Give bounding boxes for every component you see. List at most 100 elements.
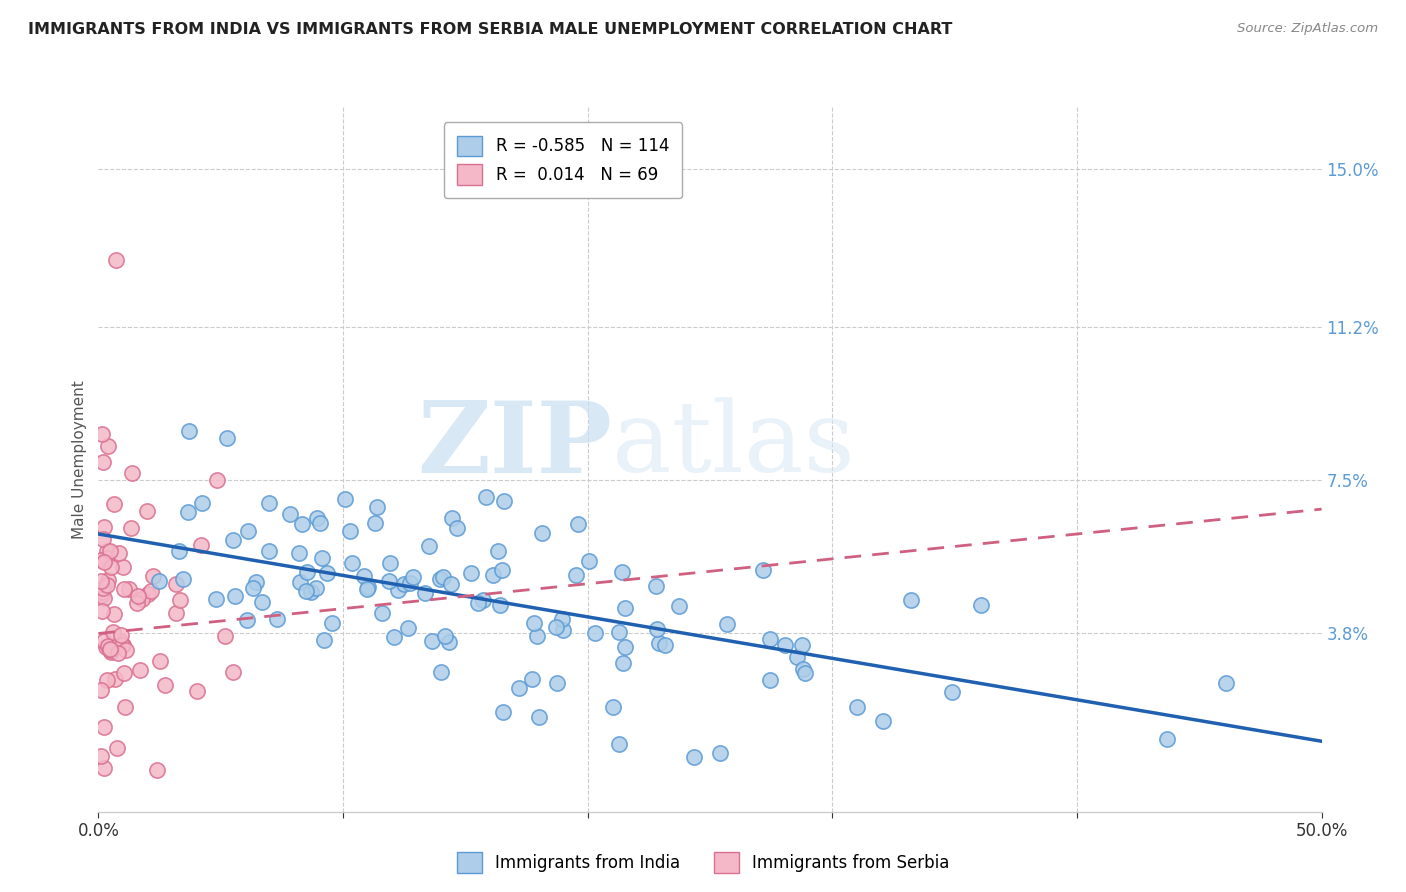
Point — [98, 544, 121, 558]
Point — [91, 427, 114, 442]
Point — [90, 588, 112, 602]
Point — [353, 569, 375, 583]
Point — [522, 616, 544, 631]
Point — [648, 636, 671, 650]
Point — [118, 582, 141, 596]
Point — [489, 598, 512, 612]
Point — [136, 587, 159, 601]
Point — [93, 519, 115, 533]
Point — [136, 504, 159, 518]
Point — [565, 568, 588, 582]
Point — [472, 593, 495, 607]
Text: atlas: atlas — [612, 398, 855, 493]
Point — [758, 632, 780, 647]
Point — [288, 546, 311, 560]
Point — [120, 521, 142, 535]
Point — [366, 500, 388, 515]
Point — [100, 641, 122, 656]
Point — [172, 572, 194, 586]
Point — [103, 624, 125, 639]
Point — [378, 574, 401, 588]
Point — [96, 578, 118, 592]
Point — [257, 543, 280, 558]
Point — [105, 740, 128, 755]
Point — [418, 539, 440, 553]
Point — [294, 584, 316, 599]
Point — [100, 645, 122, 659]
Point — [295, 565, 318, 579]
Point — [96, 673, 118, 687]
Point — [371, 606, 394, 620]
Point — [613, 601, 636, 615]
Point — [257, 496, 280, 510]
Point — [1156, 731, 1178, 746]
Point — [481, 568, 503, 582]
Point — [114, 700, 136, 714]
Point — [544, 620, 567, 634]
Point — [440, 577, 463, 591]
Point — [169, 544, 191, 558]
Point — [786, 649, 808, 664]
Point — [127, 589, 149, 603]
Point — [299, 585, 322, 599]
Point — [432, 570, 454, 584]
Point — [364, 516, 387, 531]
Point — [93, 633, 115, 648]
Text: ZIP: ZIP — [418, 397, 612, 494]
Point — [153, 678, 176, 692]
Point — [139, 583, 162, 598]
Point — [683, 750, 706, 764]
Point — [305, 511, 328, 525]
Point — [551, 623, 574, 637]
Point — [716, 617, 738, 632]
Point — [115, 642, 138, 657]
Point — [191, 496, 214, 510]
Point — [93, 591, 115, 605]
Point — [378, 557, 401, 571]
Point — [112, 582, 135, 597]
Point — [278, 507, 301, 521]
Point — [112, 666, 135, 681]
Point — [709, 746, 731, 760]
Point — [941, 685, 963, 699]
Point — [773, 638, 796, 652]
Point — [90, 749, 112, 764]
Point — [751, 563, 773, 577]
Point — [396, 621, 419, 635]
Point — [522, 672, 544, 686]
Point — [526, 629, 548, 643]
Point — [446, 521, 468, 535]
Point — [149, 654, 172, 668]
Point — [399, 575, 422, 590]
Point — [305, 582, 328, 596]
Point — [602, 700, 624, 714]
Point — [205, 591, 228, 606]
Point — [110, 634, 132, 648]
Point — [252, 595, 274, 609]
Point — [112, 638, 135, 652]
Y-axis label: Male Unemployment: Male Unemployment — [72, 380, 87, 539]
Point — [654, 638, 676, 652]
Point — [792, 662, 814, 676]
Point — [475, 491, 498, 505]
Point — [491, 563, 513, 577]
Point — [205, 473, 228, 487]
Point — [610, 566, 633, 580]
Point — [90, 682, 112, 697]
Point — [429, 572, 451, 586]
Point — [129, 664, 152, 678]
Point — [146, 764, 169, 778]
Point — [339, 524, 361, 539]
Point — [434, 629, 457, 643]
Point — [221, 533, 243, 547]
Point — [190, 538, 212, 552]
Text: IMMIGRANTS FROM INDIA VS IMMIGRANTS FROM SERBIA MALE UNEMPLOYMENT CORRELATION CH: IMMIGRANTS FROM INDIA VS IMMIGRANTS FROM… — [28, 22, 952, 37]
Point — [392, 577, 415, 591]
Point — [872, 714, 894, 729]
Point — [177, 505, 200, 519]
Point — [668, 599, 690, 613]
Point — [309, 516, 332, 531]
Point — [93, 761, 115, 775]
Point — [121, 467, 143, 481]
Point — [387, 583, 409, 598]
